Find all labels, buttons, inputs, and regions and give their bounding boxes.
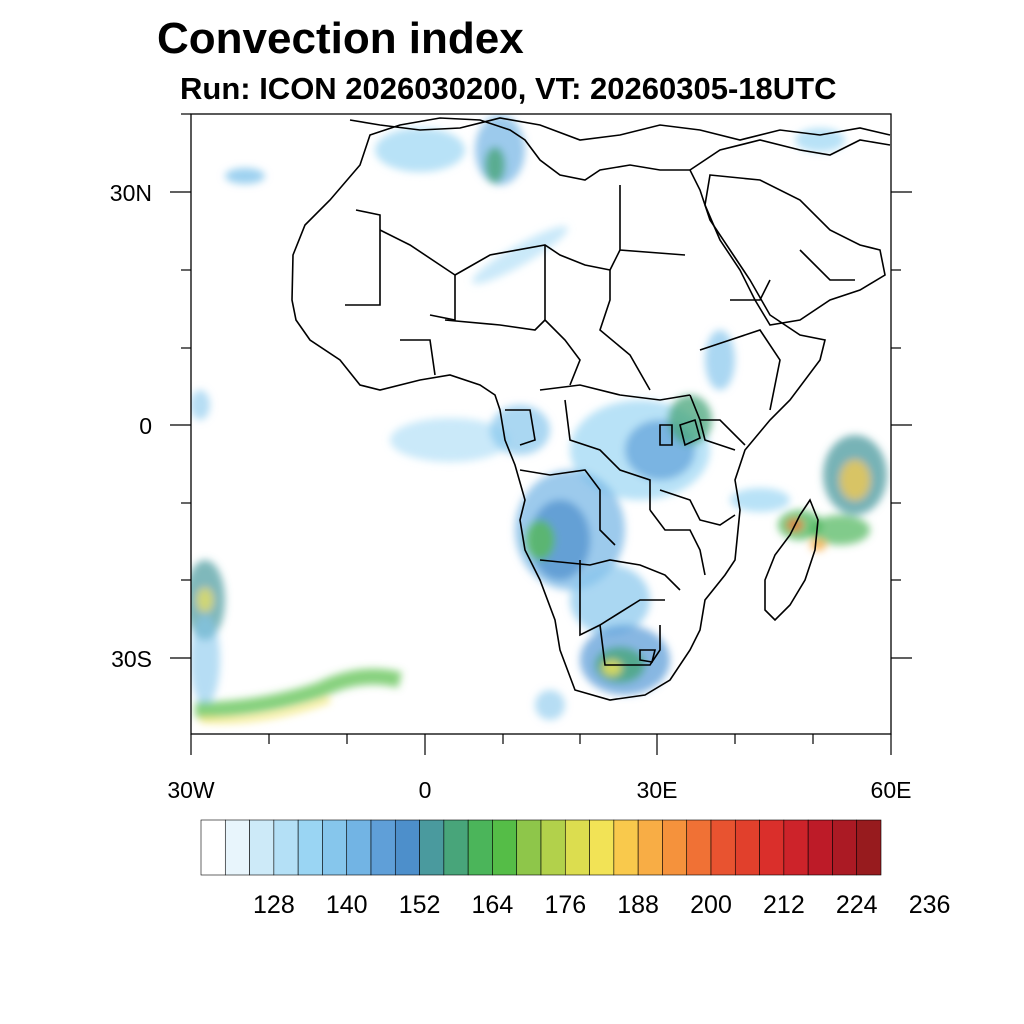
colorbar-label: 188 <box>617 891 659 919</box>
colorbar-swatch <box>394 819 420 876</box>
y-tick-label-30s: 30S <box>111 646 152 672</box>
colorbar-swatch <box>200 819 226 876</box>
colorbar-swatch <box>492 819 518 876</box>
colorbar-swatch <box>856 819 882 876</box>
colorbar-label: 152 <box>399 891 441 919</box>
colorbar-swatch <box>322 819 348 876</box>
colorbar-swatch <box>734 819 760 876</box>
colorbar-swatch <box>540 819 566 876</box>
colorbar-swatch <box>443 819 469 876</box>
map-subtitle: Run: ICON 2026030200, VT: 20260305-18UTC <box>180 71 837 106</box>
map-title: Convection index <box>157 14 524 63</box>
colorbar-swatch <box>637 819 663 876</box>
colorbar-swatch <box>589 819 615 876</box>
colorbar-swatch <box>297 819 323 876</box>
colorbar-label: 200 <box>690 891 732 919</box>
colorbar-swatch <box>832 819 858 876</box>
y-tick-label-0: 0 <box>139 413 152 439</box>
colorbar-swatch <box>224 819 250 876</box>
colorbar-labels: 128 140 152 164 176 188 200 212 224 236 <box>253 891 950 919</box>
colorbar-swatch <box>662 819 688 876</box>
coastlines <box>291 117 891 701</box>
colorbar-swatch <box>273 819 299 876</box>
colorbar-swatch <box>807 819 833 876</box>
colorbar-swatch <box>467 819 493 876</box>
colorbar-swatch <box>419 819 445 876</box>
colorbar-label: 128 <box>253 891 295 919</box>
colorbar-swatch <box>686 819 712 876</box>
colorbar <box>200 819 882 876</box>
colorbar-swatch <box>249 819 275 876</box>
colorbar-swatch <box>613 819 639 876</box>
y-tick-label-30n: 30N <box>110 180 152 206</box>
colorbar-swatch <box>783 819 809 876</box>
plot-frame <box>190 113 892 735</box>
colorbar-label: 212 <box>763 891 805 919</box>
colorbar-label: 164 <box>472 891 514 919</box>
convection-field <box>191 115 887 724</box>
colorbar-swatch <box>564 819 590 876</box>
colorbar-swatch <box>370 819 396 876</box>
colorbar-label: 176 <box>544 891 586 919</box>
x-tick-label-30e: 30E <box>637 777 678 803</box>
colorbar-label: 236 <box>909 891 951 919</box>
colorbar-label: 140 <box>326 891 368 919</box>
x-tick-label-60e: 60E <box>871 777 912 803</box>
colorbar-swatch <box>710 819 736 876</box>
x-tick-label-0: 0 <box>419 777 432 803</box>
colorbar-swatch <box>346 819 372 876</box>
tick-marks <box>170 113 912 755</box>
colorbar-swatch <box>759 819 785 876</box>
colorbar-swatch <box>516 819 542 876</box>
x-tick-label-30w: 30W <box>167 777 215 803</box>
colorbar-label: 224 <box>836 891 878 919</box>
